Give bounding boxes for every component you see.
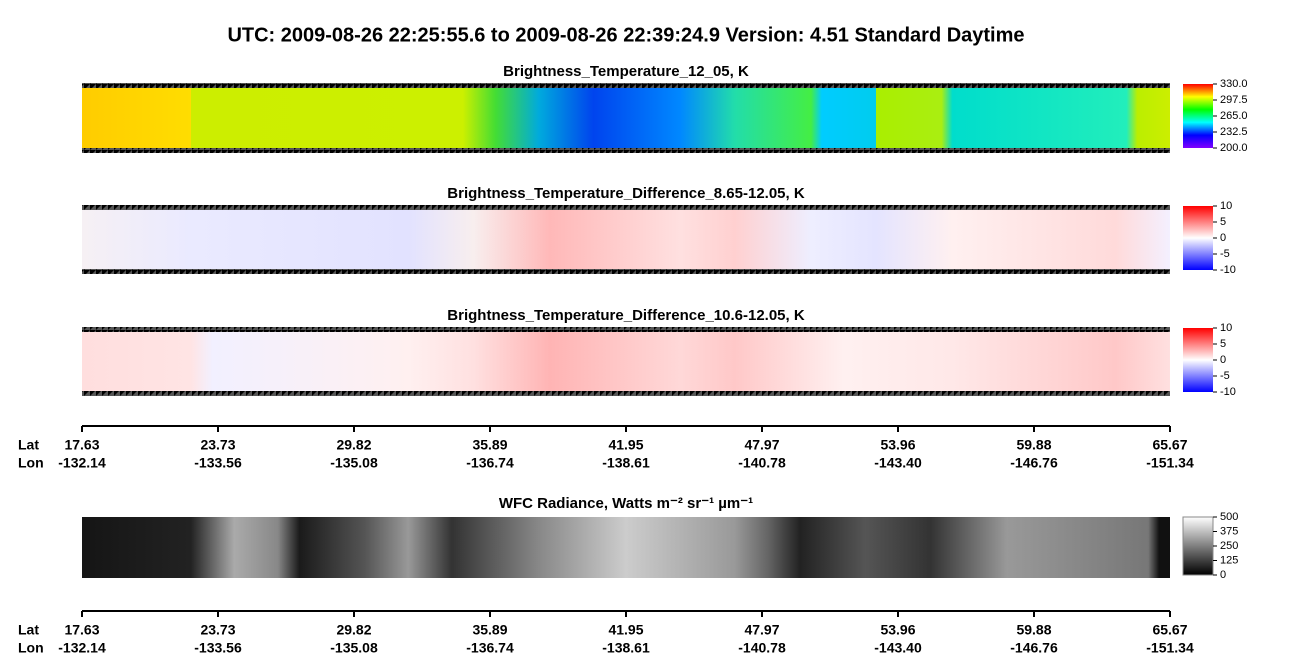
lon-label: -138.61 bbox=[602, 640, 650, 656]
lat-label: 29.82 bbox=[336, 622, 371, 638]
panel-title: Brightness_Temperature_12_05, K bbox=[503, 63, 749, 80]
colorbar-tick-label: -10 bbox=[1220, 264, 1236, 276]
panel-title: WFC Radiance, Watts m⁻² sr⁻¹ µm⁻¹ bbox=[499, 495, 753, 512]
lat-label: 41.95 bbox=[608, 437, 643, 453]
row-label: Lon bbox=[18, 455, 44, 471]
lat-label: 35.89 bbox=[472, 622, 507, 638]
lat-label: 65.67 bbox=[1152, 622, 1187, 638]
lon-label: -132.14 bbox=[58, 455, 106, 471]
swath-image bbox=[82, 206, 1170, 273]
panel-title: Brightness_Temperature_Difference_10.6-1… bbox=[447, 307, 805, 324]
lon-label: -140.78 bbox=[738, 640, 786, 656]
lon-label: -151.34 bbox=[1146, 455, 1194, 471]
lat-label: 53.96 bbox=[880, 437, 915, 453]
swath-image bbox=[82, 517, 1170, 578]
colorbar-tick-label: 330.0 bbox=[1220, 78, 1248, 90]
lat-label: 59.88 bbox=[1016, 437, 1051, 453]
colorbar-tick-label: 232.5 bbox=[1220, 126, 1248, 138]
swath-image bbox=[82, 328, 1170, 395]
lat-label: 47.97 bbox=[744, 437, 779, 453]
row-label: Lon bbox=[18, 640, 44, 656]
colorbar-tick-label: 0 bbox=[1220, 232, 1226, 244]
lon-label: -135.08 bbox=[330, 640, 378, 656]
lat-label: 59.88 bbox=[1016, 622, 1051, 638]
lat-label: 65.67 bbox=[1152, 437, 1187, 453]
colorbar-tick-label: 10 bbox=[1220, 322, 1232, 334]
lat-label: 23.73 bbox=[200, 622, 235, 638]
swath-border bbox=[82, 148, 1170, 153]
colorbar-tick-label: 0 bbox=[1220, 569, 1226, 581]
lat-label: 29.82 bbox=[336, 437, 371, 453]
colorbar-tick-label: 200.0 bbox=[1220, 142, 1248, 154]
lon-label: -132.14 bbox=[58, 640, 106, 656]
swath-border bbox=[82, 327, 1170, 332]
lon-label: -136.74 bbox=[466, 455, 514, 471]
lat-label: 17.63 bbox=[64, 437, 99, 453]
colorbar-tick-label: 0 bbox=[1220, 354, 1226, 366]
lat-label: 53.96 bbox=[880, 622, 915, 638]
colorbar-tick-label: 250 bbox=[1220, 540, 1238, 552]
colorbar-tick-label: 375 bbox=[1220, 525, 1238, 537]
swath-border bbox=[82, 83, 1170, 88]
colorbar bbox=[1183, 84, 1213, 148]
colorbar bbox=[1183, 206, 1213, 270]
lon-label: -140.78 bbox=[738, 455, 786, 471]
lon-label: -143.40 bbox=[874, 455, 922, 471]
colorbar-tick-label: -10 bbox=[1220, 386, 1236, 398]
lon-label: -136.74 bbox=[466, 640, 514, 656]
swath-border bbox=[82, 205, 1170, 210]
swath-image bbox=[82, 84, 1170, 152]
lat-label: 41.95 bbox=[608, 622, 643, 638]
lon-label: -138.61 bbox=[602, 455, 650, 471]
colorbar-tick-label: 500 bbox=[1220, 511, 1238, 523]
lat-label: 17.63 bbox=[64, 622, 99, 638]
lon-label: -133.56 bbox=[194, 640, 242, 656]
lat-label: 23.73 bbox=[200, 437, 235, 453]
row-label: Lat bbox=[18, 437, 39, 453]
lon-label: -135.08 bbox=[330, 455, 378, 471]
row-label: Lat bbox=[18, 622, 39, 638]
lon-label: -133.56 bbox=[194, 455, 242, 471]
lon-label: -151.34 bbox=[1146, 640, 1194, 656]
colorbar-tick-label: -5 bbox=[1220, 370, 1230, 382]
panel-title: Brightness_Temperature_Difference_8.65-1… bbox=[447, 185, 805, 202]
colorbar-tick-label: 5 bbox=[1220, 338, 1226, 350]
figure-title: UTC: 2009-08-26 22:25:55.6 to 2009-08-26… bbox=[227, 24, 1024, 46]
colorbar-tick-label: 5 bbox=[1220, 216, 1226, 228]
colorbar bbox=[1182, 516, 1214, 576]
lat-label: 47.97 bbox=[744, 622, 779, 638]
colorbar-tick-label: 10 bbox=[1220, 200, 1232, 212]
swath-border bbox=[82, 269, 1170, 274]
colorbar-tick-label: 265.0 bbox=[1220, 110, 1248, 122]
colorbar-tick-label: -5 bbox=[1220, 248, 1230, 260]
lon-label: -146.76 bbox=[1010, 455, 1058, 471]
swath-border bbox=[82, 391, 1170, 396]
colorbar bbox=[1183, 328, 1213, 392]
colorbar-tick-label: 297.5 bbox=[1220, 94, 1248, 106]
lon-label: -146.76 bbox=[1010, 640, 1058, 656]
lon-label: -143.40 bbox=[874, 640, 922, 656]
lat-label: 35.89 bbox=[472, 437, 507, 453]
colorbar-tick-label: 125 bbox=[1220, 554, 1238, 566]
